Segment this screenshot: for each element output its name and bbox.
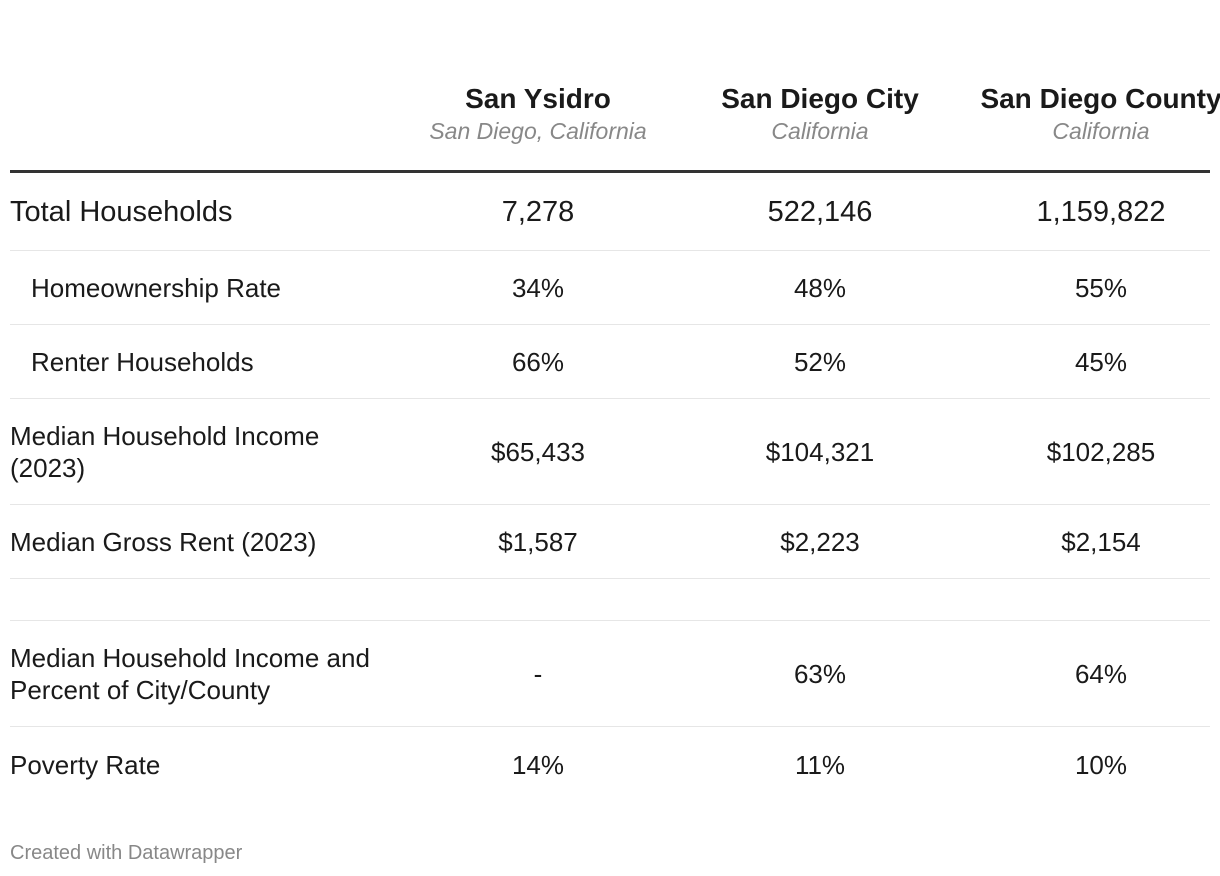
row-label: Median Household Income (2023) bbox=[10, 420, 320, 483]
table-row-poverty-rate: Poverty Rate 14% 11% 10% bbox=[10, 727, 1210, 803]
column-header-sub: California bbox=[771, 118, 869, 144]
table-cell: 7,278 bbox=[501, 195, 575, 228]
table-cell: $65,433 bbox=[491, 436, 585, 467]
table-cell: - bbox=[533, 658, 543, 689]
row-label: Median Household Income and Percent of C… bbox=[10, 642, 370, 705]
column-header-name: San Diego County bbox=[980, 83, 1220, 114]
table-cell: 10% bbox=[1074, 750, 1128, 780]
data-table: San Ysidro San Diego, California San Die… bbox=[10, 0, 1220, 803]
table-row-median-gross-rent: Median Gross Rent (2023) $1,587 $2,223 $… bbox=[10, 505, 1210, 579]
row-label: Renter Households bbox=[31, 346, 254, 377]
table-cell: 52% bbox=[793, 346, 847, 377]
table-cell: 55% bbox=[1074, 272, 1128, 303]
table-cell: 522,146 bbox=[767, 195, 873, 228]
table-cell: 64% bbox=[1074, 658, 1128, 689]
column-header-name: San Ysidro bbox=[465, 83, 611, 114]
footer-credit: Created with Datawrapper bbox=[10, 842, 243, 864]
table-row-income-percent: Median Household Income and Percent of C… bbox=[10, 621, 1210, 727]
table-row-homeownership-rate: Homeownership Rate 34% 48% 55% bbox=[10, 251, 1210, 325]
table-cell: 11% bbox=[794, 750, 846, 780]
column-header-san-ysidro: San Ysidro San Diego, California bbox=[408, 81, 668, 146]
table-cell: 34% bbox=[511, 272, 565, 303]
table-cell: $2,223 bbox=[780, 526, 860, 557]
table-cell: $2,154 bbox=[1061, 526, 1141, 557]
table-cell: 63% bbox=[793, 658, 847, 689]
table-row-total-households: Total Households 7,278 522,146 1,159,822 bbox=[10, 173, 1210, 251]
column-header-sub: San Diego, California bbox=[429, 118, 647, 144]
table-cell: 14% bbox=[511, 750, 565, 780]
table-cell: $104,321 bbox=[765, 436, 875, 467]
row-label: Median Gross Rent (2023) bbox=[10, 526, 317, 557]
table-row-median-household-income: Median Household Income (2023) $65,433 $… bbox=[10, 399, 1210, 505]
column-header-san-diego-county: San Diego County California bbox=[971, 81, 1220, 146]
column-header-name: San Diego City bbox=[721, 83, 919, 114]
row-label: Poverty Rate bbox=[10, 750, 161, 780]
table-header: San Ysidro San Diego, California San Die… bbox=[10, 0, 1220, 173]
table-row-renter-households: Renter Households 66% 52% 45% bbox=[10, 325, 1210, 399]
column-header-san-diego-city: San Diego City California bbox=[690, 81, 950, 146]
table-cell: 48% bbox=[793, 272, 847, 303]
row-label: Homeownership Rate bbox=[31, 272, 282, 303]
column-header-sub: California bbox=[1052, 118, 1150, 144]
table-cell: 66% bbox=[511, 346, 565, 377]
table-cell: 45% bbox=[1074, 346, 1128, 377]
table-cell: $102,285 bbox=[1046, 436, 1156, 467]
table-cell: 1,159,822 bbox=[1036, 195, 1166, 228]
table-row-spacer bbox=[10, 579, 1210, 621]
table-cell: $1,587 bbox=[498, 526, 578, 557]
row-label: Total Households bbox=[10, 195, 233, 228]
